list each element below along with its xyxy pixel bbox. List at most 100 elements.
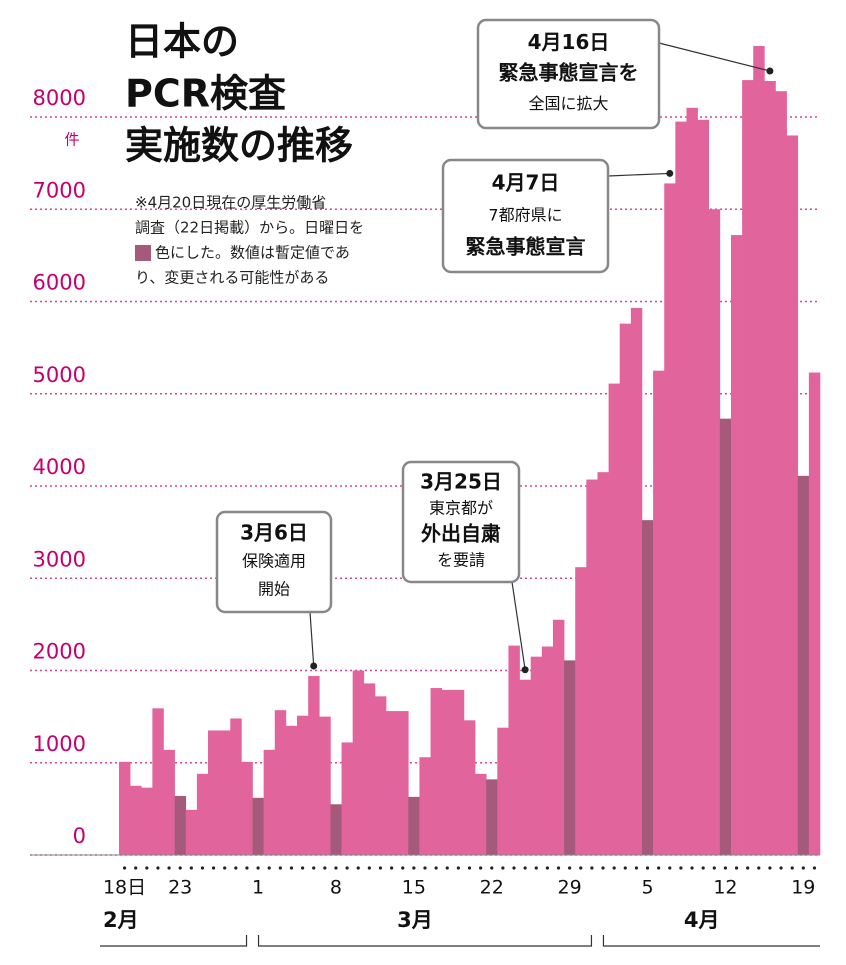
bar <box>530 656 543 855</box>
day-dot <box>167 866 171 870</box>
day-dot <box>256 866 260 870</box>
day-dot <box>479 866 483 870</box>
day-dot <box>178 866 182 870</box>
x-tick-label: 23 <box>168 877 192 899</box>
bar <box>219 730 231 855</box>
day-dot <box>501 866 505 870</box>
note: り、変更される可能性がある <box>135 269 329 287</box>
bar <box>664 183 676 856</box>
day-dot <box>746 866 750 870</box>
day-dot <box>122 866 127 870</box>
bar <box>141 787 153 855</box>
day-dot <box>423 866 427 870</box>
bar <box>497 727 509 855</box>
callout-dot <box>521 666 529 674</box>
bar <box>196 773 209 855</box>
bar <box>630 307 643 855</box>
callout-dot <box>766 67 774 75</box>
bar <box>641 520 654 855</box>
callout-box <box>441 158 610 274</box>
day-dot <box>690 866 694 870</box>
bar <box>374 696 387 855</box>
day-dot <box>234 866 238 870</box>
bar <box>330 804 342 855</box>
day-dot <box>734 866 739 870</box>
day-dot <box>623 866 627 870</box>
bar <box>263 749 276 855</box>
day-dot <box>134 866 138 870</box>
day-dot <box>590 866 594 870</box>
day-dot <box>223 866 227 870</box>
callout-text: 4月16日 <box>528 30 610 54</box>
day-dot <box>812 866 817 870</box>
callout-text: 7都府県に <box>488 206 562 225</box>
bar <box>119 761 131 855</box>
bar <box>730 235 743 855</box>
bar <box>775 91 787 856</box>
day-dot <box>579 866 583 870</box>
callout-text: 3月6日 <box>240 521 308 545</box>
x-tick-label: 22 <box>480 877 504 899</box>
day-dot <box>401 866 405 870</box>
day-dot <box>757 866 761 870</box>
y-tick-label: 6000 <box>33 271 86 295</box>
bar <box>430 688 442 855</box>
day-dot <box>801 866 805 870</box>
bar <box>486 779 498 855</box>
x-tick-label: 5 <box>641 877 653 899</box>
bar <box>597 472 609 855</box>
bar <box>608 383 621 855</box>
callout-text: 3月25日 <box>420 470 502 494</box>
y-tick-label: 8000 <box>33 86 86 110</box>
bar <box>475 773 487 855</box>
bar <box>586 479 598 855</box>
day-dot <box>211 866 216 870</box>
day-dot <box>657 866 661 870</box>
bar <box>285 725 298 855</box>
bar <box>241 761 253 855</box>
bar <box>675 121 687 856</box>
y-tick-label: 5000 <box>33 363 86 387</box>
day-dot <box>545 866 549 870</box>
day-dot <box>345 866 349 870</box>
chart-title: 実施数の推移 <box>125 124 353 168</box>
bar <box>708 209 721 855</box>
day-dot <box>390 866 394 870</box>
day-dot <box>645 866 650 870</box>
callout-text: 4月7日 <box>492 171 560 195</box>
day-dot <box>434 866 438 870</box>
day-dot <box>267 866 271 870</box>
day-dot <box>145 866 149 870</box>
x-tick-label: 18日 <box>103 877 146 899</box>
day-dot <box>512 866 516 870</box>
day-dot <box>534 866 538 870</box>
day-dot <box>568 866 572 870</box>
bar <box>363 683 376 855</box>
callout-box <box>401 460 521 584</box>
day-dot <box>289 866 294 870</box>
callout-text: 緊急事態宣言を <box>499 61 639 85</box>
bar <box>764 81 776 855</box>
day-dot <box>412 866 416 870</box>
day-dot <box>668 866 672 870</box>
day-dot <box>523 866 527 870</box>
note-swatch <box>135 245 151 261</box>
callout-text: 外出自粛 <box>421 522 501 546</box>
bar <box>441 689 454 855</box>
callout-text: 緊急事態宣言 <box>466 235 586 259</box>
bar <box>341 742 353 855</box>
month-label: 4月 <box>684 908 720 932</box>
bar <box>564 660 576 855</box>
callout-text: 開始 <box>258 580 290 599</box>
bar <box>397 711 409 855</box>
day-dot <box>200 866 205 870</box>
bar <box>808 372 821 855</box>
bar <box>619 323 632 855</box>
x-tick-label: 8 <box>330 877 342 899</box>
bar <box>308 676 320 855</box>
callout-box <box>476 18 661 130</box>
callout-text: 保険適用 <box>242 552 306 571</box>
day-dot <box>245 866 249 870</box>
day-dot <box>323 866 327 870</box>
bar <box>653 370 665 855</box>
